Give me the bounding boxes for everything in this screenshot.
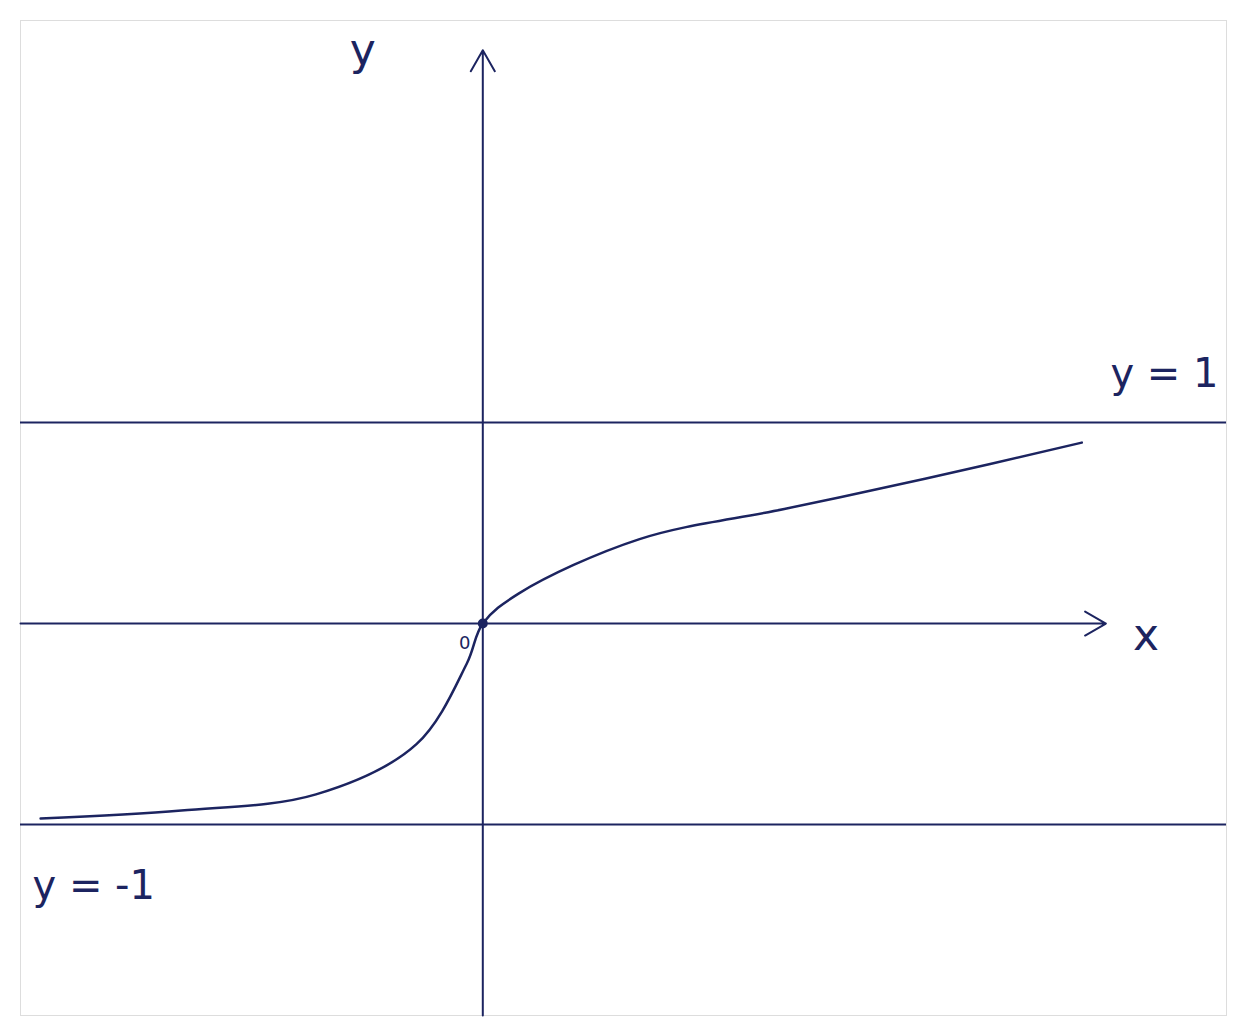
svg-text:0: 0 bbox=[459, 632, 470, 653]
svg-text:y = -1: y = -1 bbox=[33, 862, 156, 908]
svg-text:y: y bbox=[350, 24, 376, 75]
svg-text:y = 1: y = 1 bbox=[1110, 350, 1218, 396]
svg-text:x: x bbox=[1133, 609, 1159, 660]
